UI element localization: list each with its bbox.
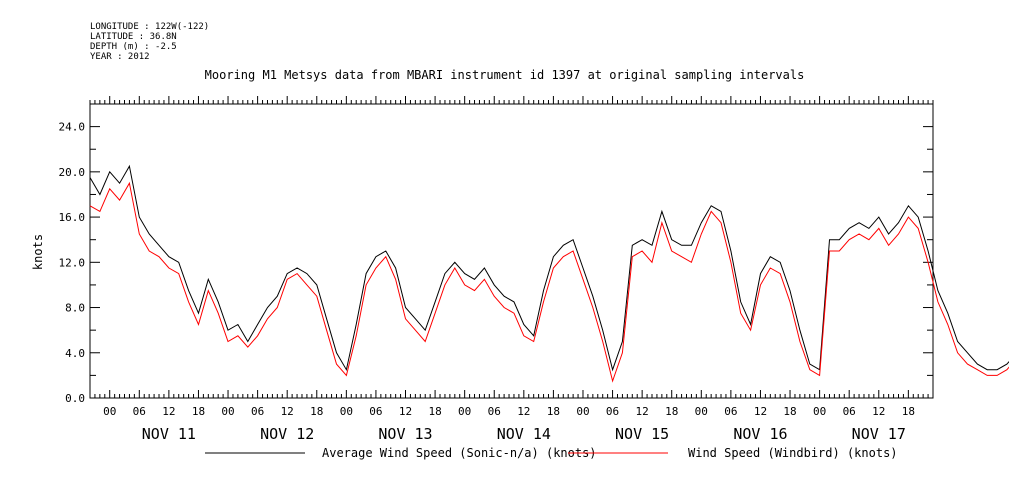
x-tick-label: 12 xyxy=(399,405,412,418)
x-day-label: NOV 17 xyxy=(852,425,906,443)
x-tick-label: 00 xyxy=(103,405,116,418)
depth-label: DEPTH (m) : -2.5 xyxy=(90,42,177,52)
longitude-label: LONGITUDE : 122W(-122) xyxy=(90,22,210,32)
y-tick-label: 8.0 xyxy=(65,302,85,315)
x-tick-label: 12 xyxy=(281,405,294,418)
series-group xyxy=(89,164,1009,383)
x-tick-label: 00 xyxy=(813,405,826,418)
x-tick-label: 00 xyxy=(221,405,234,418)
x-tick-label: 06 xyxy=(724,405,737,418)
x-tick-label: 18 xyxy=(428,405,441,418)
y-tick-label: 20.0 xyxy=(59,166,86,179)
y-axis-label: knots xyxy=(31,234,45,270)
plot-frame xyxy=(89,103,934,399)
x-day-label: NOV 15 xyxy=(615,425,669,443)
x-tick-label: 06 xyxy=(251,405,264,418)
x-day-label: NOV 14 xyxy=(497,425,551,443)
x-tick-label: 18 xyxy=(665,405,678,418)
legend: Average Wind Speed (Sonic-n/a) (knots) Wi… xyxy=(205,446,898,460)
x-tick-label: 12 xyxy=(636,405,649,418)
x-tick-label: 00 xyxy=(458,405,471,418)
x-tick-label: 06 xyxy=(369,405,382,418)
axes-group: 0.0 4.0 8.0 12.0 16.0 20.0 24.0 00 06 12 18 00 06 12 1… xyxy=(59,96,934,443)
y-tick-label: 0.0 xyxy=(65,392,85,405)
x-tick-label: 00 xyxy=(695,405,708,418)
y-tick-label: 24.0 xyxy=(59,121,86,134)
chart-title: Mooring M1 Metsys data from MBARI instru… xyxy=(204,68,805,82)
x-tick-label: 18 xyxy=(547,405,560,418)
x-tick-label: 18 xyxy=(902,405,915,418)
x-tick-label: 06 xyxy=(843,405,856,418)
x-day-label: NOV 13 xyxy=(378,425,432,443)
y-tick-label: 16.0 xyxy=(59,211,86,224)
series-line-0 xyxy=(89,164,1009,372)
x-tick-label: 18 xyxy=(310,405,323,418)
legend-label: Average Wind Speed (Sonic-n/a) (knots) xyxy=(322,446,597,460)
x-tick-label: 06 xyxy=(133,405,146,418)
y-tick-label: 4.0 xyxy=(65,347,85,360)
x-tick-label: 00 xyxy=(340,405,353,418)
x-tick-label: 12 xyxy=(162,405,175,418)
x-tick-label: 06 xyxy=(606,405,619,418)
latitude-label: LATITUDE : 36.8N xyxy=(90,32,177,42)
x-tick-label: 00 xyxy=(576,405,589,418)
x-tick-label: 18 xyxy=(192,405,205,418)
x-tick-label: 12 xyxy=(754,405,767,418)
x-day-label: NOV 11 xyxy=(142,425,196,443)
y-tick-label: 12.0 xyxy=(59,256,86,269)
x-day-label: NOV 12 xyxy=(260,425,314,443)
x-tick-label: 18 xyxy=(783,405,796,418)
x-day-label: NOV 16 xyxy=(733,425,787,443)
year-label: YEAR : 2012 xyxy=(90,52,150,62)
x-tick-label: 06 xyxy=(488,405,501,418)
x-tick-label: 12 xyxy=(517,405,530,418)
legend-label: Wind Speed (Windbird) (knots) xyxy=(688,446,898,460)
series-line-1 xyxy=(89,181,1009,383)
x-tick-label: 12 xyxy=(872,405,885,418)
